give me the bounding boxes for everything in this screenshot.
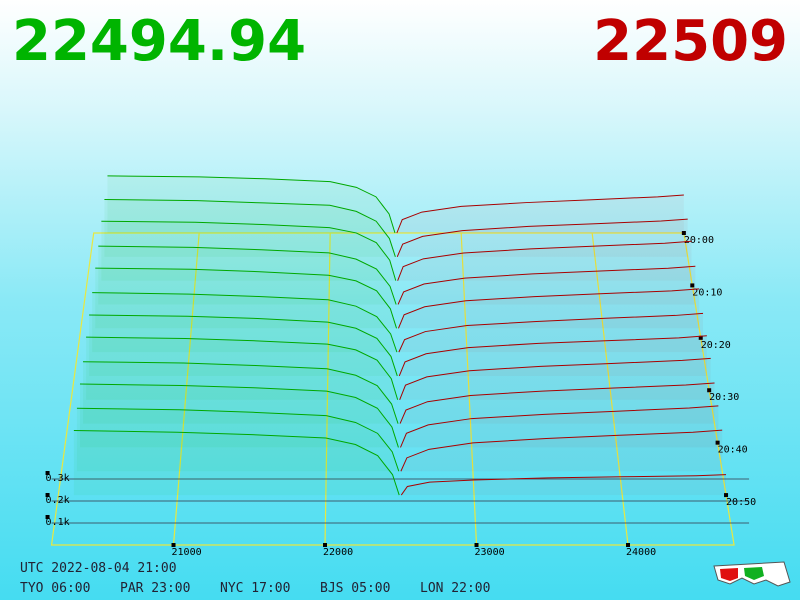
world-clock: LON 22:00	[420, 581, 490, 596]
bid-depth-line	[79, 383, 399, 448]
ask-area	[399, 358, 711, 400]
bid-depth-line	[104, 198, 396, 257]
tick-marker	[707, 388, 712, 393]
bid-price: 22494.94	[12, 9, 306, 74]
bid-depth-line	[92, 292, 398, 353]
bid-depth-line	[76, 407, 400, 472]
tick-marker	[690, 283, 695, 288]
tick-marker	[45, 515, 50, 519]
bid-depth-line	[89, 314, 398, 377]
bid-area	[104, 199, 396, 257]
bid-depth-line	[95, 267, 398, 329]
grid-line	[460, 232, 478, 546]
bid-area	[101, 221, 396, 281]
depth-tick-label: 0.2k	[46, 495, 70, 506]
time-tick-label: 20:00	[684, 235, 714, 246]
ask-area	[397, 241, 692, 281]
ask-area	[401, 474, 727, 496]
red-lens	[720, 568, 738, 581]
grid-line	[324, 232, 331, 546]
bid-area	[92, 292, 397, 353]
ask-depth-line	[396, 218, 688, 258]
floor: 21000 22000 23000 24000 0.1k 0.2k 0.3k 20:00 20:…	[45, 231, 756, 558]
world-clock: TYO 06:00	[20, 581, 90, 596]
ask-depth-line	[397, 240, 692, 281]
ask-depth-line	[400, 405, 719, 448]
time-tick-label: 20:20	[701, 340, 731, 351]
tick-marker	[45, 471, 50, 475]
x-tick-label: 22000	[323, 547, 353, 558]
ask-depth-line	[397, 288, 700, 329]
ask-depth-line	[399, 382, 715, 424]
ask-area	[400, 405, 719, 448]
depth-layers	[73, 175, 727, 496]
bid-depth-line	[86, 336, 399, 400]
time-tick-label: 20:10	[692, 287, 722, 298]
world-clock: BJS 05:00	[320, 581, 390, 596]
tick-marker	[45, 493, 50, 497]
depth-tick-label: 0.3k	[46, 473, 70, 484]
x-tick-label: 24000	[626, 547, 656, 558]
bid-area	[76, 408, 399, 472]
ask-depth-line	[396, 194, 684, 234]
bid-depth-line	[101, 220, 397, 281]
ask-depth-line	[400, 474, 727, 496]
green-lens	[744, 567, 764, 580]
bid-area	[107, 175, 395, 233]
bid-depth-line	[73, 430, 400, 496]
tick-marker	[698, 335, 703, 340]
x-tick-label: 23000	[475, 547, 505, 558]
tick-marker	[171, 543, 176, 547]
bid-area	[98, 246, 397, 305]
ask-depth-line	[398, 335, 707, 377]
bid-area	[89, 314, 398, 376]
ask-area	[398, 313, 704, 353]
tick-marker	[724, 493, 729, 498]
time-tick-label: 20:30	[709, 392, 739, 403]
bid-area	[73, 430, 400, 496]
grid-line	[591, 232, 629, 546]
time-tick-label: 20:40	[718, 445, 748, 456]
bid-depth-line	[107, 175, 396, 234]
tick-marker	[681, 231, 686, 235]
world-clocks: TYO 06:00 PAR 23:00 NYC 17:00 BJS 05:00 LON …	[20, 581, 490, 596]
x-tick-label: 21000	[172, 547, 202, 558]
bid-area	[86, 337, 398, 400]
ask-depth-line	[399, 357, 711, 400]
ask-area	[400, 430, 723, 472]
3d-glasses-button[interactable]	[713, 561, 791, 587]
ask-area	[399, 335, 707, 376]
ask-depth-line	[400, 429, 723, 472]
ask-area	[398, 288, 700, 329]
grid-line	[172, 232, 200, 546]
bid-area	[95, 268, 397, 329]
tick-marker	[626, 543, 631, 547]
utc-time: UTC 2022-08-04 21:00	[20, 561, 177, 576]
floor-outline	[50, 232, 735, 546]
tick-marker	[323, 543, 328, 547]
ask-price: 22509	[593, 9, 788, 74]
ask-area	[398, 266, 696, 305]
bid-depth-line	[83, 361, 399, 424]
ask-area	[400, 382, 715, 424]
world-clock: NYC 17:00	[220, 581, 290, 596]
time-tick-label: 20:50	[726, 497, 756, 508]
tick-marker	[474, 543, 479, 547]
ask-area	[397, 219, 688, 257]
bid-area	[83, 361, 399, 424]
world-clock: PAR 23:00	[120, 581, 190, 596]
ask-depth-line	[398, 312, 704, 353]
ask-depth-line	[397, 265, 696, 305]
tick-marker	[715, 440, 720, 445]
bid-depth-line	[98, 245, 397, 305]
depth-tick-label: 0.1k	[46, 517, 70, 528]
